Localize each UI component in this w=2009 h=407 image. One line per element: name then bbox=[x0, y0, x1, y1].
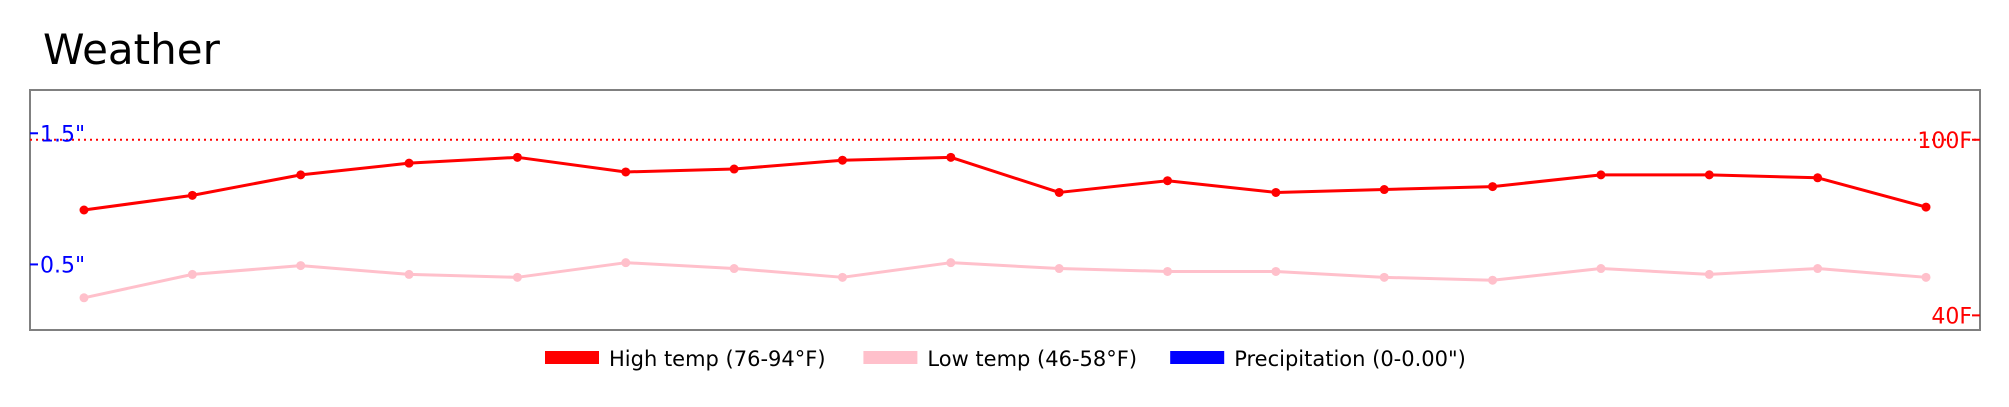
axis-ticks: 100F 40F 1.5" 0.5" bbox=[30, 122, 1980, 329]
series-0-point bbox=[187, 190, 197, 200]
series-0-point bbox=[1921, 202, 1931, 212]
series-0-point bbox=[1379, 185, 1389, 195]
legend-label: High temp (76-94°F) bbox=[609, 347, 826, 371]
legend-swatch bbox=[863, 351, 918, 364]
series-0-point bbox=[1813, 173, 1823, 183]
chart-title: Weather bbox=[43, 25, 221, 74]
series-0-point bbox=[1271, 187, 1281, 197]
series-1-point bbox=[1054, 264, 1064, 274]
series-0-point bbox=[1596, 170, 1606, 180]
series-1-point bbox=[1379, 272, 1389, 282]
series-1-point bbox=[1704, 269, 1714, 279]
series-layer bbox=[79, 152, 1931, 303]
series-0-point bbox=[621, 167, 631, 177]
series-1-point bbox=[837, 272, 847, 282]
series-1-point bbox=[729, 264, 739, 274]
series-0-point bbox=[837, 155, 847, 165]
series-1-point bbox=[1488, 275, 1498, 285]
series-1-point bbox=[946, 258, 956, 268]
series-0-point bbox=[296, 170, 306, 180]
series-1-point bbox=[621, 258, 631, 268]
legend-swatch bbox=[1170, 351, 1225, 364]
temp-tick-label: 40F bbox=[1931, 304, 1972, 329]
series-1-point bbox=[1596, 264, 1606, 274]
series-0-point bbox=[1704, 170, 1714, 180]
series-0-point bbox=[1488, 182, 1498, 192]
series-0-point bbox=[1054, 187, 1064, 197]
series-0-point bbox=[404, 158, 414, 168]
plot-area-frame bbox=[29, 89, 1981, 331]
series-1-point bbox=[1271, 266, 1281, 276]
series-1-point bbox=[296, 261, 306, 271]
series-1-point bbox=[1163, 266, 1173, 276]
legend-swatch bbox=[545, 351, 599, 364]
precip-tick-label: 1.5" bbox=[40, 122, 85, 147]
series-line-1 bbox=[83, 261, 1927, 300]
series-0-point bbox=[79, 205, 89, 215]
series-1-point bbox=[512, 272, 522, 282]
series-0-point bbox=[1163, 176, 1173, 186]
legend-label: Precipitation (0-0.00") bbox=[1234, 347, 1466, 371]
series-1-point bbox=[79, 293, 89, 303]
temp-tick-label: 100F bbox=[1917, 129, 1972, 154]
series-0-point bbox=[946, 152, 956, 162]
series-1-point bbox=[187, 269, 197, 279]
series-0-point bbox=[729, 164, 739, 174]
series-line-0 bbox=[83, 155, 1927, 212]
series-1-point bbox=[1813, 264, 1823, 274]
precip-tick-label: 0.5" bbox=[40, 253, 85, 278]
legend: High temp (76-94°F) Low temp (46-58°F) Pre… bbox=[545, 347, 1466, 371]
series-1-point bbox=[1921, 272, 1931, 282]
series-1-point bbox=[404, 269, 414, 279]
series-0-point bbox=[512, 152, 522, 162]
legend-label: Low temp (46-58°F) bbox=[927, 347, 1137, 371]
